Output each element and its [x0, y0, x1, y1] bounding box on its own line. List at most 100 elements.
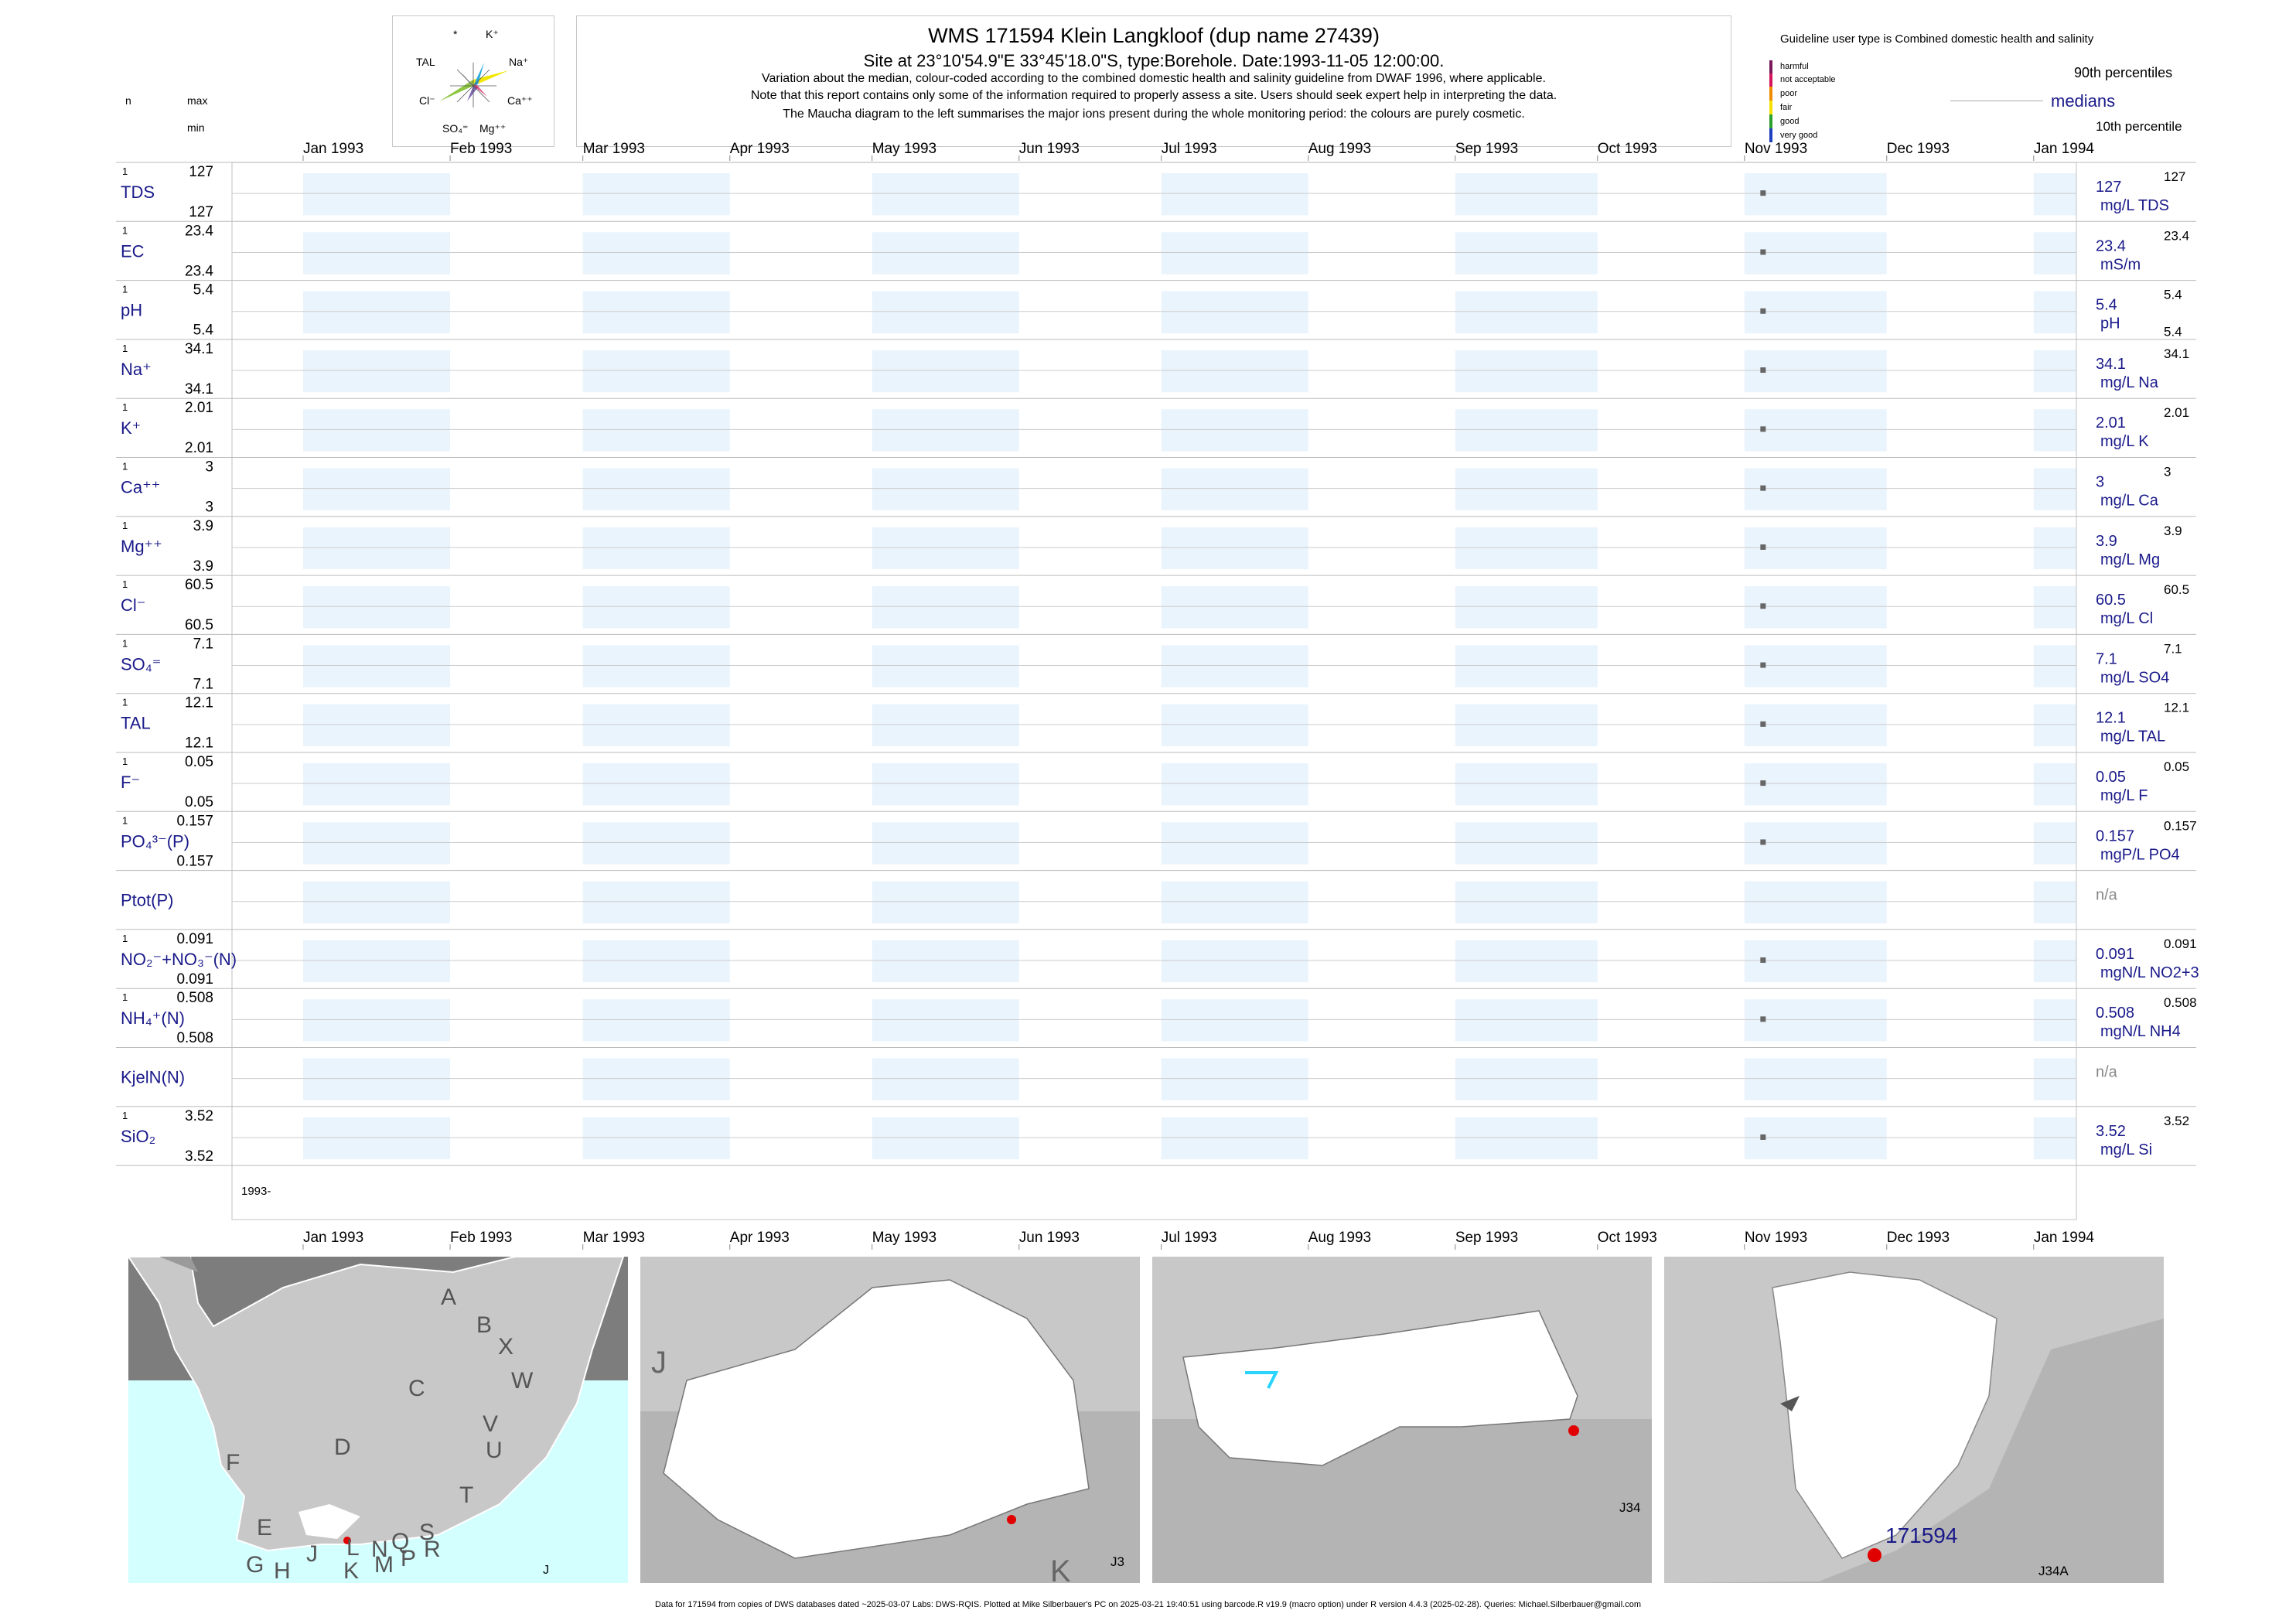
overview-region-letter: U	[486, 1438, 503, 1463]
maucha-label-so4: SO₄⁼	[442, 122, 468, 135]
year-label: 1993-	[241, 1185, 271, 1198]
series-unit: mg/L TDS	[2100, 197, 2169, 214]
month-band	[302, 999, 451, 1042]
month-band	[2033, 1058, 2076, 1100]
month-band	[302, 822, 451, 865]
month-band	[1455, 173, 1598, 216]
month-band	[2033, 999, 2076, 1042]
series-min: 3	[205, 500, 213, 516]
maucha-label-na: Na⁺	[509, 56, 528, 68]
data-point	[1760, 485, 1766, 491]
series-median: 0.508	[2096, 1005, 2134, 1022]
legend-not-acceptable: not acceptable	[1780, 75, 1836, 84]
series-median: n/a	[2096, 887, 2118, 904]
series-unit: mg/L TAL	[2100, 728, 2165, 745]
overview-region-letter: M	[374, 1552, 394, 1578]
series-unit: mgN/L NO2+3	[2100, 964, 2199, 981]
month-band	[582, 881, 730, 923]
month-band	[1744, 1117, 1887, 1160]
series-median: 2.01	[2096, 415, 2126, 432]
data-point	[1760, 839, 1766, 845]
month-band	[582, 409, 730, 452]
series-n: 1	[122, 933, 128, 944]
series-median: 127	[2096, 179, 2121, 196]
data-point	[1760, 544, 1766, 550]
series-p90: 12.1	[2164, 701, 2189, 715]
month-band	[302, 645, 451, 687]
data-point	[1760, 367, 1766, 374]
month-band	[1744, 527, 1887, 570]
series-max: 2.01	[185, 400, 213, 416]
month-band	[1455, 763, 1598, 806]
month-band	[1744, 645, 1887, 687]
series-unit: mg/L K	[2100, 433, 2149, 450]
x-tick-label: Jun 1993	[1019, 1230, 1080, 1246]
maucha-diagram: K⁺ Na⁺ Ca⁺⁺ Mg⁺⁺ SO₄⁼ Cl⁻ TAL *	[392, 15, 554, 147]
month-band	[872, 468, 1019, 510]
j3-corner-letter: K	[1050, 1554, 1071, 1583]
x-tick-label: Feb 1993	[450, 1230, 512, 1246]
series-min: 7.1	[193, 676, 213, 692]
note-1: Variation about the median, colour-coded…	[762, 72, 1546, 85]
month-band	[302, 291, 451, 333]
month-band	[1455, 350, 1598, 393]
month-band	[582, 704, 730, 746]
series-min: 34.1	[185, 381, 213, 397]
series-n: 1	[122, 637, 128, 649]
x-tick-label: Sep 1993	[1455, 141, 1518, 157]
month-band	[2033, 1117, 2076, 1160]
month-band	[582, 1117, 730, 1160]
month-band	[302, 527, 451, 570]
month-band	[1161, 527, 1308, 570]
series-name: Na⁺	[121, 360, 152, 379]
series-min: 5.4	[193, 322, 214, 339]
month-band	[2033, 704, 2076, 746]
series-p90: 0.157	[2164, 818, 2197, 833]
data-point	[1760, 780, 1766, 786]
series-n: 1	[122, 461, 128, 473]
series-max: 3.9	[193, 518, 213, 534]
data-point	[1760, 1016, 1766, 1022]
overview-region-letter: S	[419, 1520, 435, 1545]
month-band	[872, 350, 1019, 393]
series-max: 7.1	[193, 636, 213, 652]
series-min: 0.091	[176, 971, 213, 988]
month-band	[872, 999, 1019, 1042]
series-median: 0.157	[2096, 827, 2134, 844]
month-band	[2033, 586, 2076, 629]
month-band	[582, 468, 730, 510]
month-band	[1161, 468, 1308, 510]
series-p90: 5.4	[2164, 288, 2182, 302]
month-band	[1455, 586, 1598, 629]
footer-text: Data for 171594 from copies of DWS datab…	[655, 1600, 1641, 1609]
series-min: 3.9	[193, 558, 213, 575]
month-band	[1744, 881, 1887, 923]
series-name: Cl⁻	[121, 595, 145, 615]
month-band	[1744, 468, 1887, 510]
header-min-label: min	[187, 121, 205, 134]
month-band	[1455, 822, 1598, 865]
overview-region-letter: V	[483, 1411, 498, 1437]
series-max: 127	[189, 164, 213, 180]
month-band	[2033, 291, 2076, 333]
series-median: 3.9	[2096, 533, 2117, 550]
series-name: Ca⁺⁺	[121, 478, 160, 497]
series-name: Mg⁺⁺	[121, 537, 162, 556]
series-p90: 3.52	[2164, 1114, 2189, 1128]
month-band	[2033, 232, 2076, 275]
overview-panel-label: J	[543, 1564, 549, 1577]
header-max-label: max	[187, 94, 208, 107]
series-median: 60.5	[2096, 592, 2126, 609]
data-point	[1760, 662, 1766, 668]
month-band	[1455, 1117, 1598, 1160]
series-p90: 34.1	[2164, 346, 2189, 361]
month-band	[1161, 704, 1308, 746]
data-point	[1760, 603, 1766, 609]
series-name: K⁺	[121, 418, 141, 438]
series-median: 7.1	[2096, 650, 2117, 667]
series-name: pH	[121, 301, 142, 320]
month-band	[1744, 940, 1887, 983]
maucha-label-mg: Mg⁺⁺	[479, 122, 506, 135]
series-min: 60.5	[185, 617, 213, 633]
month-band	[872, 822, 1019, 865]
